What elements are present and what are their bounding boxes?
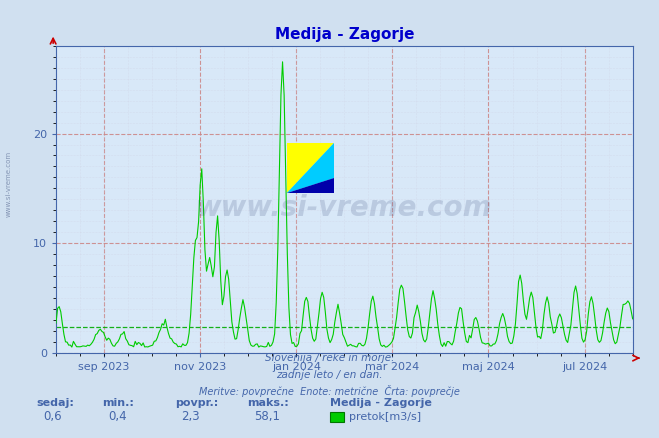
Polygon shape <box>287 143 334 193</box>
Text: Medija - Zagorje: Medija - Zagorje <box>330 399 432 409</box>
Text: zadnje leto / en dan.: zadnje leto / en dan. <box>276 370 383 380</box>
Text: min.:: min.: <box>102 399 134 409</box>
Text: 0,6: 0,6 <box>43 410 61 423</box>
Text: sedaj:: sedaj: <box>36 399 74 409</box>
Text: www.si-vreme.com: www.si-vreme.com <box>196 194 492 223</box>
Text: Meritve: povprečne  Enote: metrične  Črta: povprečje: Meritve: povprečne Enote: metrične Črta:… <box>199 385 460 397</box>
Text: povpr.:: povpr.: <box>175 399 218 409</box>
Text: 0,4: 0,4 <box>109 410 127 423</box>
Text: maks.:: maks.: <box>247 399 289 409</box>
Title: Medija - Zagorje: Medija - Zagorje <box>275 27 414 42</box>
Text: www.si-vreme.com: www.si-vreme.com <box>5 151 12 217</box>
Polygon shape <box>287 143 334 193</box>
Text: 2,3: 2,3 <box>181 410 200 423</box>
Text: 58,1: 58,1 <box>254 410 279 423</box>
Polygon shape <box>287 178 334 193</box>
Text: Slovenija / reke in morje.: Slovenija / reke in morje. <box>265 353 394 364</box>
Text: pretok[m3/s]: pretok[m3/s] <box>349 412 421 422</box>
